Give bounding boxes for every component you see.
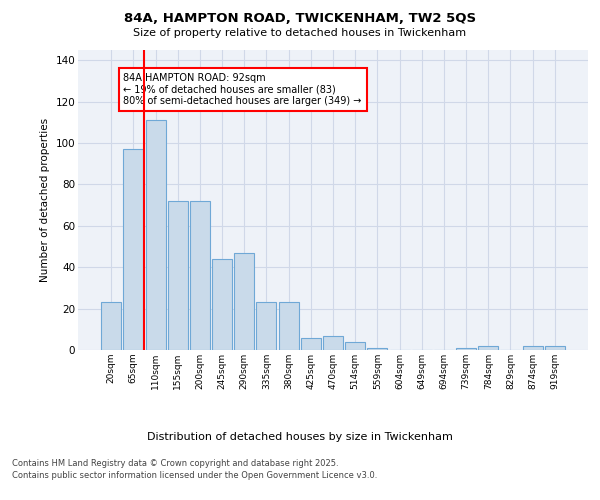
Bar <box>523 346 542 350</box>
Bar <box>323 336 343 350</box>
Bar <box>168 201 188 350</box>
Bar <box>101 302 121 350</box>
Bar <box>234 253 254 350</box>
Bar <box>124 150 143 350</box>
Bar <box>478 346 498 350</box>
Text: Distribution of detached houses by size in Twickenham: Distribution of detached houses by size … <box>147 432 453 442</box>
Text: 84A HAMPTON ROAD: 92sqm
← 19% of detached houses are smaller (83)
80% of semi-de: 84A HAMPTON ROAD: 92sqm ← 19% of detache… <box>124 73 362 106</box>
Bar <box>256 302 277 350</box>
Text: Contains HM Land Registry data © Crown copyright and database right 2025.: Contains HM Land Registry data © Crown c… <box>12 458 338 468</box>
Bar <box>190 201 210 350</box>
Text: 84A, HAMPTON ROAD, TWICKENHAM, TW2 5QS: 84A, HAMPTON ROAD, TWICKENHAM, TW2 5QS <box>124 12 476 26</box>
Bar <box>456 348 476 350</box>
Text: Contains public sector information licensed under the Open Government Licence v3: Contains public sector information licen… <box>12 471 377 480</box>
Bar <box>545 346 565 350</box>
Bar <box>367 348 388 350</box>
Bar <box>278 302 299 350</box>
Text: Size of property relative to detached houses in Twickenham: Size of property relative to detached ho… <box>133 28 467 38</box>
Bar <box>301 338 321 350</box>
Bar <box>212 259 232 350</box>
Bar <box>146 120 166 350</box>
Y-axis label: Number of detached properties: Number of detached properties <box>40 118 50 282</box>
Bar <box>345 342 365 350</box>
